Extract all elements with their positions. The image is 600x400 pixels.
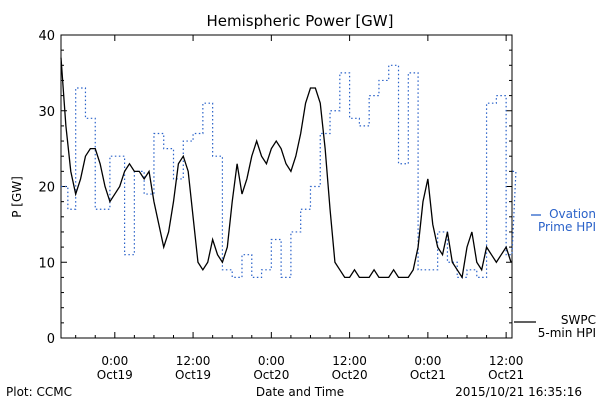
x-tick-label-date-3: Oct20: [332, 368, 368, 382]
y-tick-label-30: 30: [38, 105, 55, 120]
x-axis-label: Date and Time: [255, 385, 345, 399]
x-tick-label-time-4: 0:00: [414, 354, 441, 368]
x-tick-label-date-4: Oct21: [410, 368, 446, 382]
legend-ovation-line2: Prime HPI: [538, 220, 596, 234]
axes: 0102030400:00Oct1912:00Oct190:00Oct2012:…: [38, 29, 524, 382]
legend-swpc-line2: 5-min HPI: [537, 326, 596, 340]
legend-ovation-line1: Ovation: [549, 207, 596, 221]
series-layer: [60, 57, 517, 280]
x-tick-label-time-0: 0:00: [101, 354, 128, 368]
chart-title: Hemispheric Power [GW]: [206, 12, 394, 30]
x-tick-label-date-2: Oct20: [253, 368, 289, 382]
series-ovation-line: [61, 64, 517, 278]
y-tick-label-40: 40: [38, 29, 55, 44]
timestamp: 2015/10/21 16:35:16: [455, 385, 582, 399]
x-tick-label-time-3: 12:00: [332, 354, 367, 368]
x-tick-label-date-5: Oct21: [488, 368, 524, 382]
x-tick-label-time-1: 12:00: [176, 354, 211, 368]
x-tick-label-time-2: 0:00: [258, 354, 285, 368]
series-swpc-line: [60, 57, 512, 280]
x-tick-label-time-5: 12:00: [489, 354, 524, 368]
plot-frame: [60, 34, 513, 339]
plot-credit: Plot: CCMC: [6, 385, 72, 399]
x-tick-label-date-1: Oct19: [175, 368, 211, 382]
y-tick-label-20: 20: [38, 181, 55, 196]
legend-lines: [514, 214, 541, 323]
legend-ovation: Ovation Prime HPI: [520, 208, 596, 234]
legend-swpc: SWPC 5-min HPI: [520, 314, 596, 340]
y-tick-label-10: 10: [38, 256, 55, 271]
legend-swpc-line1: SWPC: [560, 313, 596, 327]
x-tick-label-date-0: Oct19: [97, 368, 133, 382]
y-tick-label-0: 0: [47, 332, 55, 347]
y-axis-label: P [GW]: [9, 176, 24, 218]
